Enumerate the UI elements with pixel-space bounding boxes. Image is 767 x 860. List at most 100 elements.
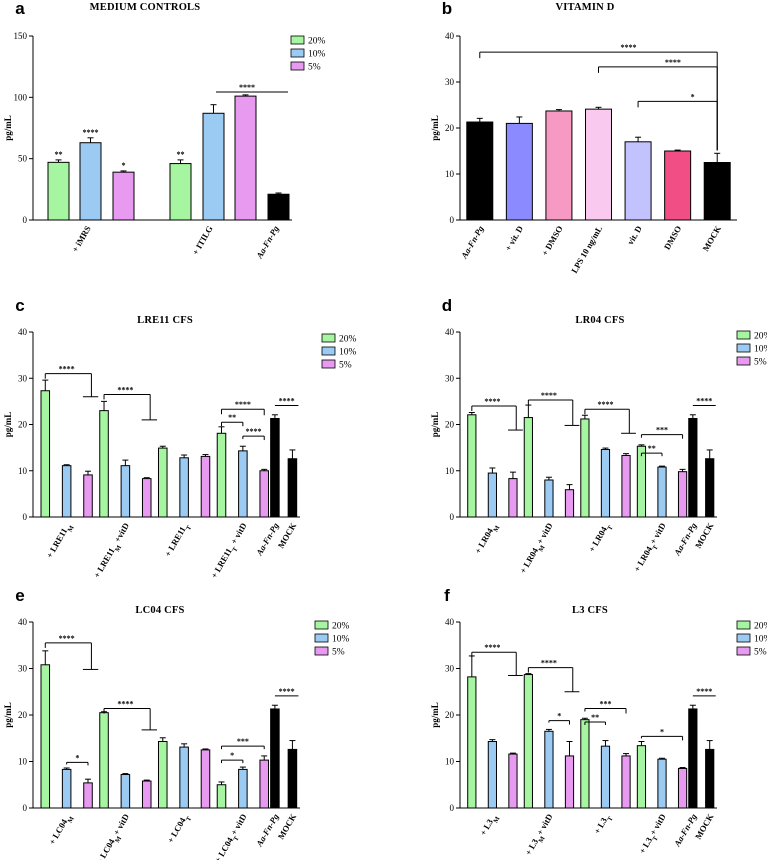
significance-label: * [691,92,695,101]
category-label-part: + LRE11 [44,526,69,559]
data-bar [677,767,688,809]
y-tick-label: 50 [18,154,28,164]
category-label: Aa-Fn-Pg [672,811,699,848]
category-label-part: Aa-Fn-Pg [672,520,699,557]
control-bar [287,748,298,809]
category-label-part: T [185,815,194,823]
data-bar [47,161,70,221]
y-tick-label: 30 [445,373,455,383]
y-tick-label: 0 [23,215,28,225]
data-bar [467,414,477,518]
control-bar [287,458,298,518]
significance-label: *** [599,699,611,708]
category-label-part: M [537,835,546,844]
y-tick-label: 30 [18,373,28,383]
y-tick-label: 20 [445,420,455,430]
category-label-part: + iMRS [70,224,93,254]
legend-label: 10% [339,348,357,358]
category-label: vit. D [625,224,644,246]
data-bar [234,95,257,221]
control-bar [705,458,715,518]
data-bar [523,417,533,518]
data-bar [564,489,575,518]
category-label: + LC04M [47,812,76,848]
bar-annotation: ** [55,150,63,159]
control-bar [688,417,698,518]
legend-swatch [736,646,751,656]
data-bar [99,410,109,518]
legend-swatch [736,633,751,643]
significance-label: **** [484,643,500,652]
data-bar [585,108,612,221]
significance-label: **** [279,397,295,406]
category-label: Aa-Fn-Pg [672,520,699,557]
y-tick-label: 10 [18,757,28,767]
legend-label: 5% [308,63,321,73]
bar-annotation: ** [177,150,185,159]
category-label-part: T [651,834,660,842]
y-tick-label: 40 [18,327,28,337]
data-bar [259,470,269,518]
significance-label: **** [235,400,251,409]
category-label-part: M [537,544,546,553]
y-tick-label: 10 [445,757,455,767]
significance-label: ** [591,713,599,722]
legend-swatch [736,330,751,340]
y-tick-label: 20 [445,123,455,133]
significance-label: *** [237,737,249,746]
y-tick-label: 0 [23,803,28,813]
legend-label: 20% [339,335,357,345]
category-label: LPS 10 ng/mL [569,224,604,275]
category-label-part: + vitD [648,812,668,837]
legend-swatch [736,356,751,366]
significance-label: ** [228,413,236,422]
category-label-part: DMSO [662,224,684,252]
panel-label: f [444,586,450,605]
category-label: Aa-Fn-Pg [254,811,281,848]
y-tick-label: 100 [14,92,28,102]
y-tick-label: 150 [14,31,28,41]
legend-label: 10% [754,345,767,355]
y-tick-label: 0 [450,512,455,522]
category-label-part: +vitD [111,521,131,546]
data-bar [238,768,248,809]
legend-swatch [321,359,336,369]
y-tick-label: 20 [18,710,28,720]
y-tick-label: 30 [445,77,455,87]
category-label-part: Aa-Fn-Pg [458,223,485,260]
panel-label: c [15,296,24,315]
data-bar [487,472,497,518]
category-label-part: + DMSO [540,224,565,258]
category-label: DMSO [662,224,684,252]
y-tick-label: 20 [18,420,28,430]
data-bar [505,122,533,221]
legend-swatch [314,646,329,656]
legend-swatch [290,61,305,71]
y-tick-label: 0 [450,803,455,813]
data-bar [664,150,692,221]
category-label: Aa-Fn-Pg [254,223,281,260]
data-bar [141,780,152,809]
legend-label: 10% [308,50,326,60]
significance-label: **** [59,365,75,374]
data-bar [112,171,135,221]
data-bar [169,163,192,221]
legend-swatch [321,346,336,356]
data-bar [636,745,647,809]
control-bar [270,417,280,518]
category-label: + vit. D [503,224,525,252]
category-label: + ITILG [190,224,215,257]
category-label-part: MOCK [700,224,723,253]
bar-annotation: **** [83,128,99,137]
significance-label: * [557,712,561,721]
panel-label: a [15,0,25,18]
panel-f: 0 10 20 30 40 pg/mL f L3 CFS + L3M + L3M+ vitD + L… [430,586,767,857]
significance-label: **** [239,83,255,92]
y-tick-label: 40 [445,31,455,41]
significance-label: *** [656,426,668,435]
data-bar [120,465,131,518]
data-bar [157,741,168,809]
bar-annotation: * [122,161,126,170]
